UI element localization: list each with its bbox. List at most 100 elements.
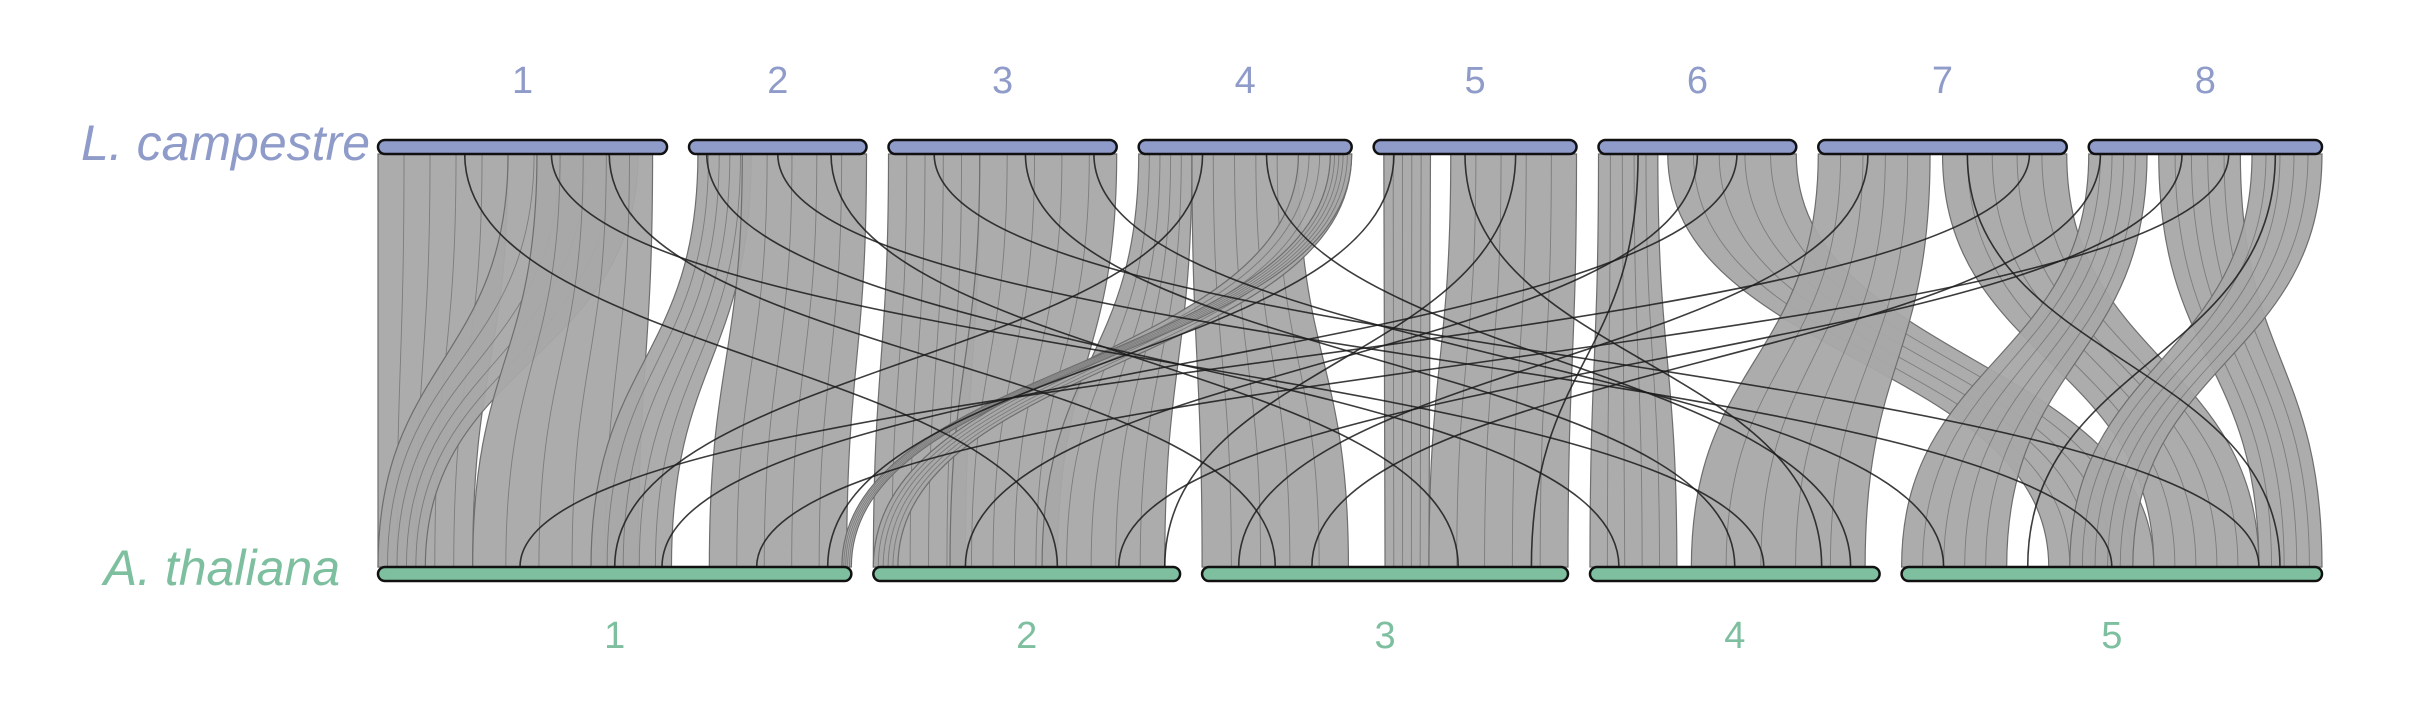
ribbon-gene-line [1795,153,1886,568]
ribbon-gene-line [1606,153,1611,568]
synteny-ribbon [841,153,1353,568]
top-chromosome-2 [687,138,868,156]
ribbon-gene-line [1419,153,1422,568]
ribbon-gene-line [1718,153,2092,568]
translocation-link [613,153,1204,568]
ribbon-gene-line [2207,153,2298,568]
ribbon-gene-line [2041,153,2239,568]
translocation-link [2026,153,2277,568]
translocation-link [705,153,1620,568]
ribbon-gene-line [791,153,818,568]
bottom-genome-chromosomes: 1 2 3 4 5 [376,565,2324,657]
ribbon-gene-line [1392,153,1395,568]
ribbon-gene-line [2190,153,2285,568]
top-species-label: L. campestre [81,115,370,171]
translocation-link [933,153,2260,568]
ribbon-gene-line [1760,153,1864,568]
ribbon-gene-line [1234,153,1262,568]
translocation-link [608,153,1277,568]
ribbon-gene-line [2081,153,2267,568]
bottom-chromosome-5 [1900,565,2324,583]
ribbon-gene-line [622,153,720,568]
top-chromosome-label: 2 [767,60,788,102]
ribbon-gene-line [1943,153,2113,568]
bottom-chromosome-2 [872,565,1182,583]
bottom-species-label: A. thaliana [101,540,340,596]
ribbon-gene-line [847,153,1344,568]
bottom-chromosome-3 [1200,565,1570,583]
ribbon-gene-line [818,153,843,568]
ribbon-gene-line [992,153,1036,568]
top-chromosome-6 [1597,138,1798,156]
top-chromosome-label: 3 [992,60,1013,102]
translocation-link [755,153,2230,568]
translocation-link [1966,153,2281,568]
synteny-ribbons [377,153,2323,568]
ribbon-gene-line [891,153,908,568]
ribbon-gene-line [946,153,962,568]
top-chromosome-5 [1372,138,1578,156]
bottom-chromosome-label: 5 [2101,615,2122,657]
ribbon-gene-line [1212,153,1232,568]
ribbon-gene-line [505,153,561,568]
ribbon-gene-line [736,153,768,568]
bottom-chromosome-label: 3 [1374,615,1395,657]
translocation-link [1464,153,1823,568]
synteny-ribbon [1383,153,1432,568]
translocation-link [1163,153,1517,568]
ribbon-gene-line [1964,153,2125,568]
bottom-chromosome-4 [1588,565,1881,583]
translocation-link [1530,153,1639,568]
bottom-chromosome-1 [376,565,853,583]
top-chromosome-label: 8 [2195,60,2216,102]
synteny-ribbon [1428,153,1578,568]
translocation-link [1093,153,1945,568]
top-chromosome-7 [1817,138,2068,156]
top-chromosome-8 [2087,138,2324,156]
ribbon-gene-line [1456,153,1477,568]
ribbon-gene-line [387,153,535,568]
translocation-link [964,153,1699,568]
top-chromosome-3 [887,138,1118,156]
ribbon-gene-line [845,153,1340,568]
ribbon-gene-line [1013,153,1063,568]
ribbon-gene-line [2094,153,2281,568]
translocation-links [463,153,2281,568]
translocation-link [1117,153,2183,568]
ribbon-gene-line [1922,153,2101,568]
translocation-link [661,153,1738,568]
top-chromosome-label: 6 [1687,60,1708,102]
ribbon-gene-line [2119,153,2309,568]
top-chromosome-label: 4 [1235,60,1256,102]
translocation-link [519,153,2031,568]
ribbon-gene-line [606,153,710,568]
ribbon-gene-line [928,153,944,568]
top-chromosome-1 [376,138,669,156]
translocation-link [830,153,1460,568]
bottom-chromosome-label: 1 [604,615,625,657]
ribbon-gene-line [1991,153,2197,568]
translocation-link [1237,153,1869,568]
translocation-link [826,153,1395,568]
ribbon-gene-line [1829,153,1909,568]
ribbon-gene-line [971,153,1008,568]
top-genome-chromosomes: 1 2 3 4 5 6 7 8 [376,60,2324,156]
ribbon-gene-line [763,153,793,568]
ribbon-gene-line [1539,153,1552,568]
ribbon-gene-line [2107,153,2295,568]
ribbon-gene-line [1621,153,1626,568]
ribbon-gene-line [654,153,741,568]
translocation-link [1311,153,2102,568]
ribbon-gene-line [848,153,1348,568]
bottom-chromosome-label: 4 [1724,615,1745,657]
ribbon-gene-line [843,153,1336,568]
ribbon-gene-line [1035,153,1090,568]
translocation-link [776,153,2113,568]
top-chromosome-4 [1137,138,1353,156]
ribbon-gene-line [2223,153,2310,568]
synteny-ribbon [1589,153,1678,568]
translocation-link [550,153,1765,568]
top-chromosome-label: 5 [1465,60,1486,102]
ribbon-gene-line [1633,153,1643,568]
top-chromosome-label: 1 [512,60,533,102]
